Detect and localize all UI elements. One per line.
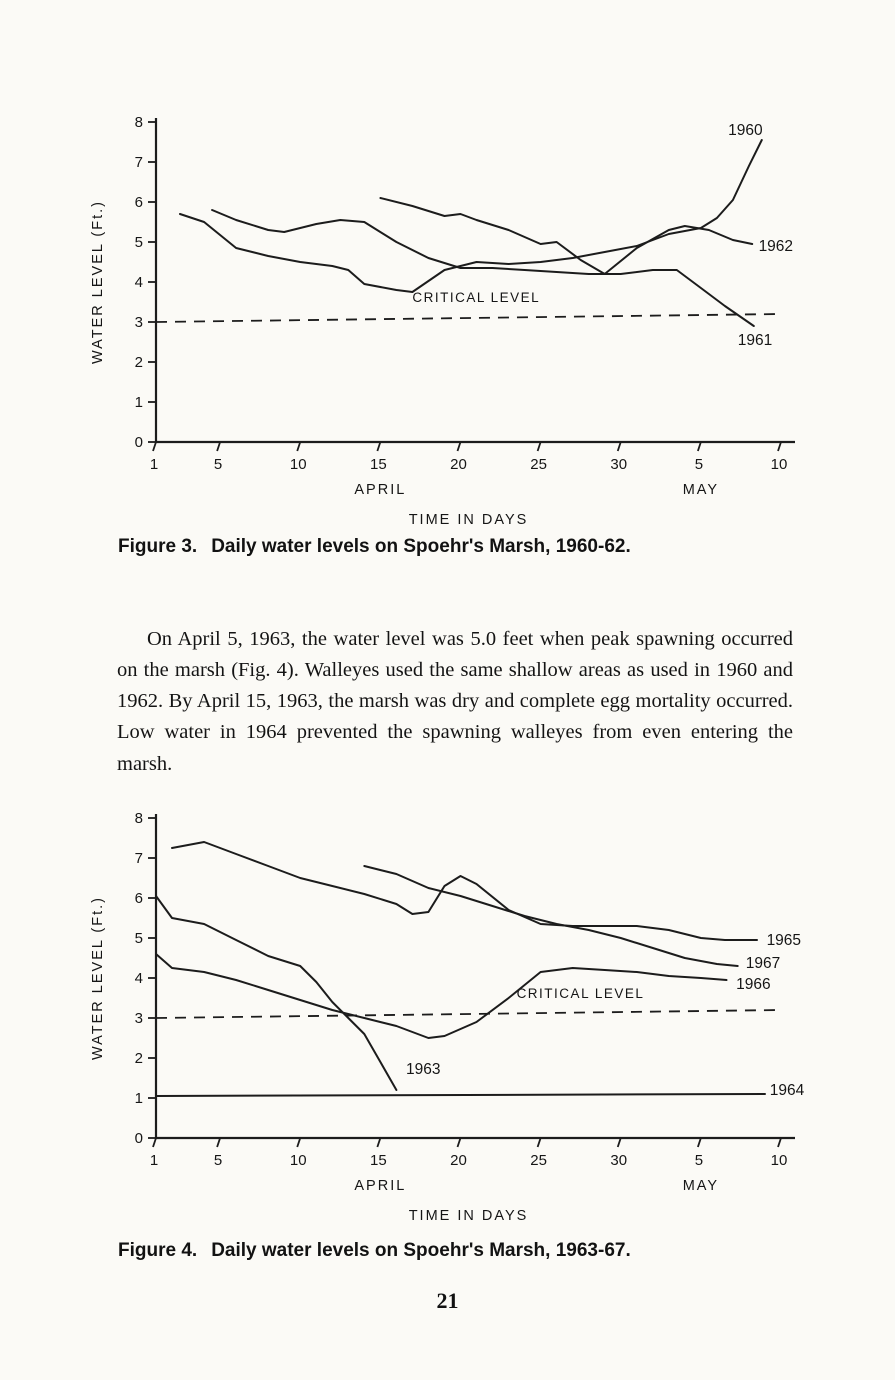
month-label: MAY	[683, 482, 719, 498]
y-tick-label: 0	[135, 1130, 143, 1147]
x-tick	[376, 441, 382, 452]
series-label-1965: 1965	[767, 932, 801, 949]
x-tick-label: 5	[695, 456, 703, 473]
body-paragraph: On April 5, 1963, the water level was 5.…	[117, 628, 793, 775]
series-label-1966: 1966	[736, 976, 770, 993]
x-tick	[697, 441, 702, 452]
series-line-1967	[363, 865, 739, 967]
x-tick	[376, 1137, 382, 1148]
x-tick-label: 5	[214, 1152, 222, 1169]
series-label-1964: 1964	[770, 1082, 805, 1099]
x-tick-label: 15	[370, 456, 387, 473]
y-tick-label: 5	[135, 234, 143, 251]
y-tick-label: 3	[135, 1010, 143, 1027]
series-line-1960	[179, 139, 763, 293]
figure-3-caption: Figure 3. Daily water levels on Spoehr's …	[118, 536, 798, 558]
y-tick-label: 1	[135, 1090, 143, 1107]
figure-3-label: Figure 3.	[118, 536, 198, 557]
month-label: MAY	[683, 1178, 719, 1194]
series-label-1960: 1960	[728, 122, 763, 139]
x-tick	[456, 441, 462, 452]
x-tick	[616, 1137, 622, 1148]
x-tick	[536, 1137, 542, 1148]
x-axis-title: TIME IN DAYS	[409, 512, 529, 526]
x-tick-label: 20	[450, 456, 467, 473]
series-line-1964	[155, 1093, 766, 1097]
x-axis-title: TIME IN DAYS	[409, 1208, 529, 1222]
x-tick	[697, 1137, 702, 1148]
y-tick-label: 6	[135, 194, 143, 211]
x-tick-label: 5	[214, 456, 222, 473]
x-tick-label: 5	[695, 1152, 703, 1169]
y-tick-label: 5	[135, 930, 143, 947]
y-tick-label: 8	[135, 114, 143, 131]
x-tick	[456, 1137, 462, 1148]
x-tick	[616, 441, 622, 452]
x-tick-label: 1	[150, 456, 158, 473]
series-line-1961	[211, 209, 755, 327]
x-tick-label: 30	[610, 456, 627, 473]
x-tick-label: 25	[530, 456, 547, 473]
critical-level-label: CRITICAL LEVEL	[517, 986, 645, 1001]
y-tick-label: 6	[135, 890, 143, 907]
month-label: APRIL	[354, 1178, 406, 1194]
series-label-1967: 1967	[746, 955, 780, 972]
month-label: APRIL	[354, 482, 406, 498]
x-tick	[152, 441, 157, 452]
series-line-1962	[379, 197, 754, 275]
x-tick-label: 25	[530, 1152, 547, 1169]
y-tick-label: 7	[135, 154, 143, 171]
y-tick-label: 7	[135, 850, 143, 867]
x-tick	[777, 1137, 782, 1148]
critical-level-line	[155, 1009, 782, 1019]
x-tick-label: 20	[450, 1152, 467, 1169]
x-tick-label: 10	[290, 456, 307, 473]
y-tick-label: 1	[135, 394, 143, 411]
figure-4-caption: Figure 4. Daily water levels on Spoehr's …	[118, 1240, 798, 1262]
x-tick	[777, 441, 782, 452]
x-tick-label: 10	[771, 456, 788, 473]
x-tick	[216, 441, 221, 452]
y-tick-label: 0	[135, 434, 143, 451]
y-tick-label: 4	[135, 970, 143, 987]
x-tick-label: 15	[370, 1152, 387, 1169]
series-line-1963	[155, 895, 398, 1091]
x-tick-label: 10	[771, 1152, 788, 1169]
figure-4-label: Figure 4.	[118, 1240, 198, 1261]
x-tick-label: 30	[610, 1152, 627, 1169]
y-axis-title: WATER LEVEL (Ft.)	[90, 896, 106, 1060]
series-label-1962: 1962	[759, 238, 793, 255]
x-tick	[536, 441, 542, 452]
series-label-1963: 1963	[406, 1061, 440, 1078]
x-tick	[296, 1137, 302, 1148]
y-tick-label: 4	[135, 274, 143, 291]
y-axis-title: WATER LEVEL (Ft.)	[90, 200, 106, 364]
y-tick-label: 8	[135, 810, 143, 827]
series-line-1966	[155, 953, 728, 1039]
y-tick-label: 3	[135, 314, 143, 331]
page-number: 21	[436, 1288, 459, 1313]
y-tick-label: 2	[135, 354, 143, 371]
series-line-1965	[171, 841, 758, 941]
x-tick	[296, 441, 302, 452]
x-tick	[216, 1137, 221, 1148]
critical-level-line	[155, 313, 782, 323]
y-tick-label: 2	[135, 1050, 143, 1067]
series-label-1961: 1961	[738, 332, 772, 349]
x-tick	[152, 1137, 157, 1148]
x-tick-label: 10	[290, 1152, 307, 1169]
critical-level-label: CRITICAL LEVEL	[412, 290, 540, 305]
x-tick-label: 1	[150, 1152, 158, 1169]
figure-4-caption-text: Daily water levels on Spoehr's Marsh, 19…	[211, 1240, 631, 1261]
figure-3-caption-text: Daily water levels on Spoehr's Marsh, 19…	[211, 536, 631, 557]
